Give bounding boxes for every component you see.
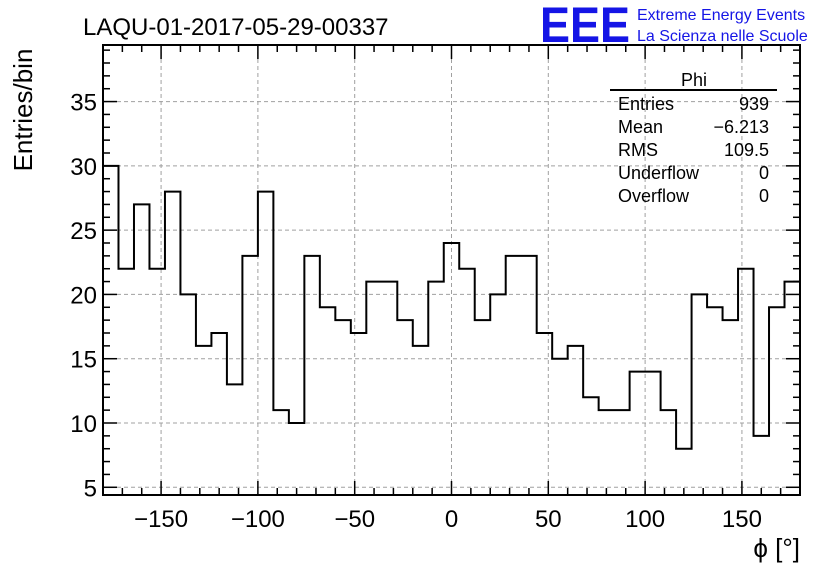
x-tick-label: 100: [625, 506, 665, 533]
stats-row-value: 0: [759, 163, 769, 183]
eee-logo-line1: Extreme Energy Events: [637, 7, 805, 24]
stats-row-label: RMS: [618, 140, 658, 160]
x-tick-label: −50: [334, 506, 375, 533]
x-tick-label: 0: [445, 506, 458, 533]
eee-logo-line2: La Scienza nelle Scuole: [637, 28, 808, 45]
grid-lines: [103, 45, 800, 495]
y-tick-label: 5: [84, 475, 97, 502]
histogram-series-line: [103, 164, 800, 450]
y-tick-label: 30: [70, 154, 97, 181]
stats-box: Phi Entries 939 Mean −6.213 RMS 109.5 Underflo…: [610, 70, 777, 206]
stats-row-label: Mean: [618, 117, 663, 137]
stats-row-label: Entries: [618, 94, 674, 114]
chart-title: LAQU-01-2017-05-29-00337: [83, 14, 389, 41]
x-tick-label: 150: [722, 506, 762, 533]
stats-row-value: 939: [739, 94, 769, 114]
stats-box-title: Phi: [681, 70, 707, 90]
stats-row-value: 109.5: [724, 140, 769, 160]
stats-row-label: Underflow: [618, 163, 700, 183]
stats-row-value: 0: [759, 186, 769, 206]
stats-box-rows: Entries 939 Mean −6.213 RMS 109.5 Underflow 0 Ov…: [618, 94, 769, 206]
x-axis-label: ϕ [°]: [753, 533, 800, 563]
axis-ticks: [102, 45, 801, 495]
eee-logo-letters: EEE: [540, 0, 630, 53]
y-tick-label: 10: [70, 411, 97, 438]
y-tick-label: 20: [70, 282, 97, 309]
stats-row-label: Overflow: [618, 186, 690, 206]
y-tick-label: 25: [70, 218, 97, 245]
x-tick-label: 50: [535, 506, 562, 533]
y-axis-label: Entries/bin: [8, 49, 38, 172]
x-tick-label: −150: [134, 506, 188, 533]
eee-logo: EEE Extreme Energy Events La Scienza nel…: [540, 0, 808, 53]
y-tick-label: 15: [70, 347, 97, 374]
axis-tick-labels: −150 −100 −50 0 50 100 150 5 10 15 20 25 30 35: [70, 90, 762, 533]
x-tick-label: −100: [231, 506, 285, 533]
stats-row-value: −6.213: [713, 117, 769, 137]
y-tick-label: 35: [70, 90, 97, 117]
